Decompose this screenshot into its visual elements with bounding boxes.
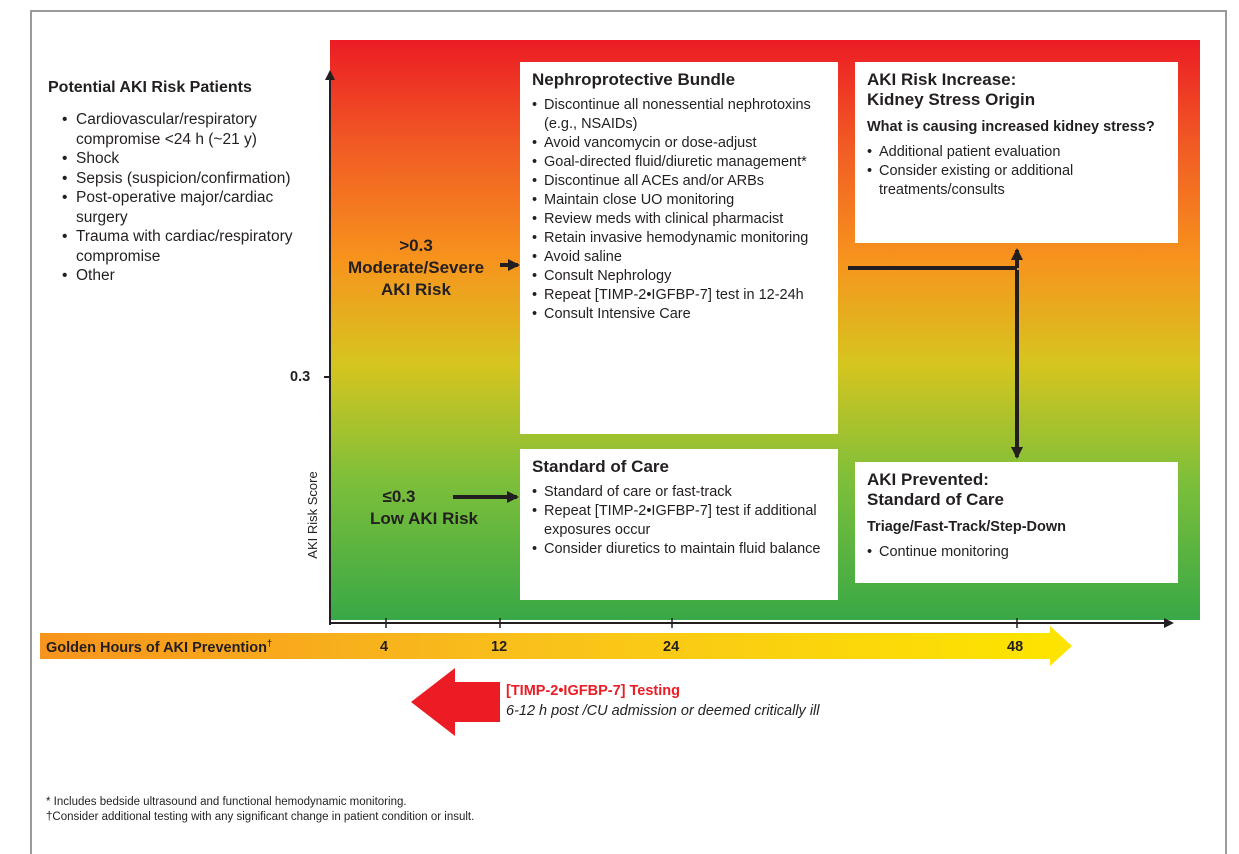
golden-tick-24: 24: [663, 639, 680, 655]
aki-prevented-card: AKI Prevented: Standard of Care Triage/F…: [855, 462, 1178, 583]
footnote-2: †Consider additional testing with any si…: [46, 811, 475, 823]
increase-item: Consider existing or additional treatmen…: [867, 162, 1166, 200]
golden-tick-12: 12: [491, 639, 508, 655]
prevented-item: Continue monitoring: [867, 543, 1166, 562]
prevented-list: Continue monitoring: [867, 543, 1166, 562]
patient-item: Other: [62, 266, 322, 286]
patient-item: Post-operative major/cardiac surgery: [62, 188, 322, 227]
figure-frame: [30, 10, 1227, 854]
patient-item: Shock: [62, 149, 322, 169]
nephro-item: Goal-directed fluid/diuretic management*: [532, 153, 826, 172]
footnote-1: * Includes bedside ultrasound and functi…: [46, 796, 407, 808]
patient-item: Sepsis (suspicion/confirmation): [62, 169, 322, 189]
patient-item: Trauma with cardiac/respiratory compromi…: [62, 227, 322, 266]
nephro-item: Consult Intensive Care: [532, 305, 826, 324]
testing-subtitle: 6-12 h post /CU admission or deemed crit…: [506, 703, 820, 719]
standard-of-care-card: Standard of Care Standard of care or fas…: [520, 449, 838, 600]
nephro-item: Discontinue all ACEs and/or ARBs: [532, 172, 826, 191]
nephro-list: Discontinue all nonessential nephrotoxin…: [532, 96, 826, 324]
increase-question: What is causing increased kidney stress?: [867, 119, 1155, 135]
standard-title: Standard of Care: [532, 457, 669, 476]
prevented-sub: Triage/Fast-Track/Step-Down: [867, 519, 1067, 535]
standard-item: Repeat [TIMP-2•IGFBP-7] test if addition…: [532, 502, 826, 540]
golden-hours-arrowhead: [1050, 626, 1072, 666]
golden-tick-4: 4: [380, 639, 389, 655]
golden-tick-48: 48: [1007, 639, 1024, 655]
increase-item: Additional patient evaluation: [867, 143, 1166, 162]
testing-arrowhead: [411, 668, 455, 736]
nephro-title: Nephroprotective Bundle: [532, 70, 736, 89]
nephro-item: Maintain close UO monitoring: [532, 191, 826, 210]
nephro-item: Repeat [TIMP-2•IGFBP-7] test in 12-24h: [532, 286, 826, 305]
standard-item: Standard of care or fast-track: [532, 483, 826, 502]
y-axis-label: AKI Risk Score: [305, 471, 320, 559]
increase-title: AKI Risk Increase: Kidney Stress Origin: [867, 70, 1036, 109]
threshold-label: 0.3: [290, 369, 311, 385]
patients-title: Potential AKI Risk Patients: [48, 79, 252, 96]
aki-risk-increase-card: AKI Risk Increase: Kidney Stress Origin …: [855, 62, 1178, 243]
testing-arrow-body: [455, 682, 500, 722]
nephro-item: Avoid saline: [532, 248, 826, 267]
increase-list: Additional patient evaluation Consider e…: [867, 143, 1166, 200]
nephro-item: Discontinue all nonessential nephrotoxin…: [532, 96, 826, 134]
standard-item: Consider diuretics to maintain fluid bal…: [532, 540, 826, 559]
nephroprotective-bundle-card: Nephroprotective Bundle Discontinue all …: [520, 62, 838, 434]
low-risk-label: ≤0.3 Low AKI Risk: [370, 487, 478, 528]
golden-hours-label: Golden Hours of AKI Prevention†: [46, 638, 273, 656]
high-risk-label: >0.3 Moderate/Severe AKI Risk: [347, 236, 485, 299]
testing-title: [TIMP-2•IGFBP-7] Testing: [506, 683, 680, 699]
golden-hours-bar: [40, 633, 1050, 659]
nephro-item: Retain invasive hemodynamic monitoring: [532, 229, 826, 248]
patients-list: Cardiovascular/respiratory compromise <2…: [62, 110, 322, 286]
nephro-item: Review meds with clinical pharmacist: [532, 210, 826, 229]
prevented-title: AKI Prevented: Standard of Care: [867, 470, 1004, 509]
nephro-item: Consult Nephrology: [532, 267, 826, 286]
nephro-item: Avoid vancomycin or dose-adjust: [532, 134, 826, 153]
patient-item: Cardiovascular/respiratory compromise <2…: [62, 110, 322, 149]
standard-list: Standard of care or fast-track Repeat [T…: [532, 483, 826, 559]
